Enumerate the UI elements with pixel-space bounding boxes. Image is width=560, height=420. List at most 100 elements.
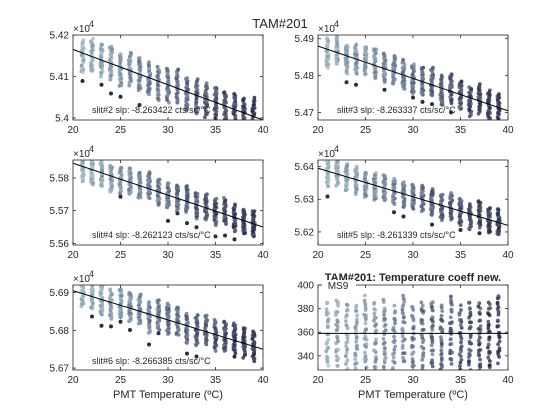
- data-point: [410, 357, 415, 361]
- data-point: [355, 313, 359, 318]
- scatter-series: [79, 285, 257, 364]
- data-point: [251, 329, 256, 334]
- data-point-outlier: [430, 222, 434, 227]
- data-point-outlier: [166, 218, 170, 223]
- data-point: [363, 45, 367, 50]
- data-point: [127, 169, 131, 174]
- data-point-outlier: [354, 82, 358, 87]
- data-point: [478, 335, 482, 340]
- data-point: [205, 84, 209, 89]
- exponent-label: ×10: [73, 24, 90, 35]
- data-point: [381, 342, 386, 346]
- data-point: [459, 308, 463, 312]
- data-point: [382, 313, 386, 317]
- data-point: [449, 342, 454, 346]
- data-point: [381, 336, 386, 341]
- data-point: [138, 292, 143, 297]
- data-point: [449, 308, 454, 312]
- data-point: [136, 83, 141, 88]
- data-point: [374, 322, 379, 327]
- data-point: [204, 81, 209, 86]
- data-point: [372, 47, 376, 52]
- data-point: [363, 354, 368, 359]
- data-point: [325, 300, 330, 305]
- data-point: [372, 315, 377, 320]
- data-point: [496, 324, 501, 328]
- data-point: [344, 302, 349, 307]
- data-point: [410, 335, 415, 340]
- data-point: [343, 319, 348, 323]
- data-point: [467, 300, 471, 305]
- data-point: [109, 56, 114, 61]
- data-point: [467, 360, 471, 364]
- data-point: [147, 300, 152, 304]
- exponent-label: ×10: [73, 274, 90, 285]
- data-point: [420, 333, 424, 338]
- x-tick-label: 35: [210, 125, 222, 136]
- data-point: [374, 328, 378, 333]
- data-point: [345, 307, 350, 312]
- data-point: [449, 294, 453, 299]
- data-point: [487, 363, 492, 368]
- data-point: [155, 83, 160, 87]
- data-point: [185, 102, 190, 107]
- data-point: [467, 339, 472, 344]
- data-point: [486, 345, 490, 350]
- data-point: [98, 62, 103, 67]
- data-point: [353, 366, 358, 370]
- data-point: [354, 309, 358, 313]
- data-point: [222, 319, 227, 324]
- data-point: [326, 345, 331, 350]
- x-tick-label: 25: [360, 125, 372, 136]
- data-point: [430, 187, 435, 192]
- y-tick-label: 5.64: [295, 162, 315, 173]
- data-point: [448, 337, 453, 342]
- y-tick-label: 340: [297, 351, 314, 362]
- data-point: [345, 336, 350, 341]
- y-tick-label: 5.4: [55, 113, 69, 124]
- data-point: [440, 192, 445, 197]
- x-tick-label: 30: [407, 125, 419, 136]
- data-point: [457, 352, 462, 357]
- data-point: [119, 287, 123, 292]
- data-point: [457, 313, 462, 317]
- data-point: [391, 355, 396, 360]
- data-point: [203, 115, 207, 120]
- figure-title: TAM#201: [252, 16, 307, 31]
- data-point: [401, 351, 405, 356]
- data-point: [252, 340, 257, 344]
- data-point: [345, 162, 350, 167]
- exponent-power: 4: [89, 269, 94, 279]
- data-point: [364, 327, 368, 332]
- x-tick-label: 20: [67, 125, 79, 136]
- data-point: [345, 366, 350, 370]
- data-point: [232, 321, 236, 326]
- scatter-series: [324, 35, 502, 120]
- data-point: [324, 310, 329, 314]
- data-point: [250, 337, 255, 341]
- data-point: [420, 358, 425, 362]
- data-point: [476, 304, 481, 309]
- data-point: [363, 334, 368, 339]
- exponent-label: ×10: [73, 149, 90, 160]
- data-point: [166, 73, 170, 77]
- data-point: [138, 180, 142, 184]
- data-point: [401, 293, 405, 298]
- data-point: [488, 206, 492, 210]
- data-point: [420, 303, 425, 308]
- data-point-outlier: [232, 237, 237, 242]
- data-point: [325, 36, 329, 40]
- data-point: [100, 69, 105, 74]
- data-point: [372, 318, 376, 323]
- data-point: [401, 297, 406, 301]
- data-point-outlier: [213, 234, 218, 239]
- data-point: [335, 160, 339, 164]
- y-tick-label: 5.67: [50, 364, 70, 375]
- data-point: [354, 361, 359, 365]
- x-tick-label: 20: [67, 250, 79, 261]
- data-point: [439, 348, 444, 353]
- data-point: [241, 326, 246, 330]
- y-tick-label: 5.63: [295, 195, 315, 206]
- data-point: [344, 362, 348, 366]
